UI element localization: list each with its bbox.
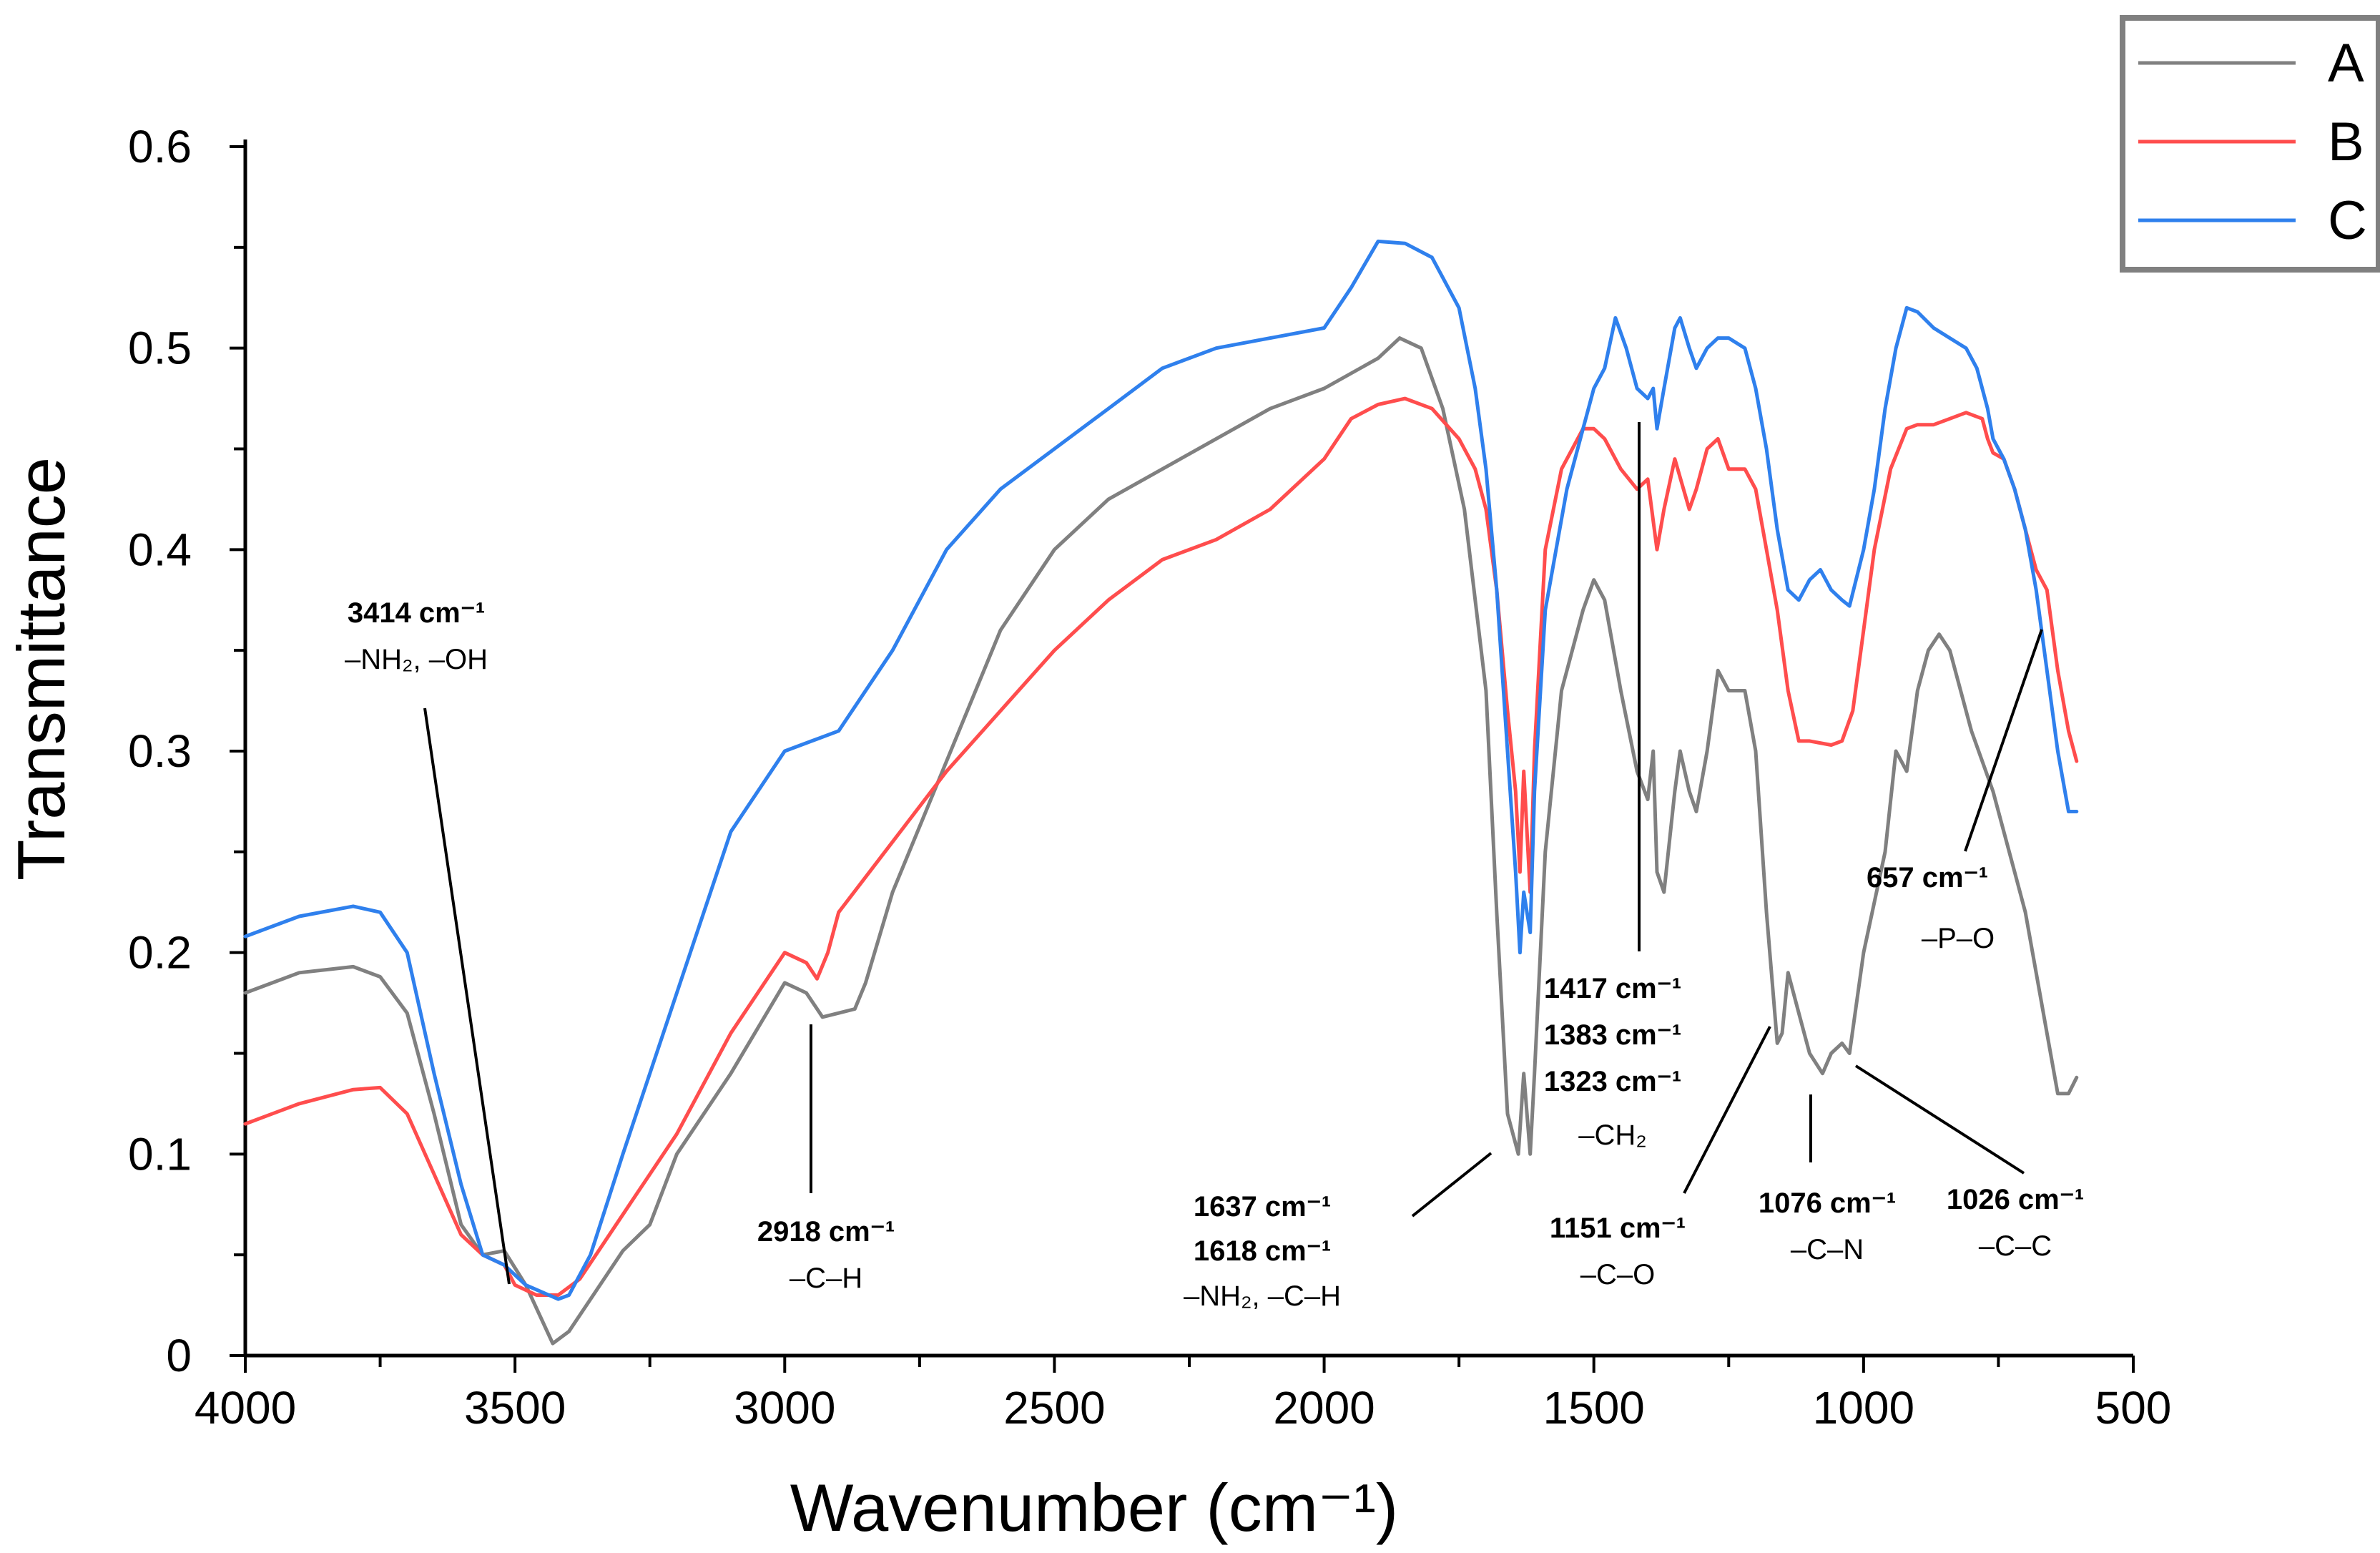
x-tick-label: 3500 xyxy=(464,1382,566,1434)
legend: A B C xyxy=(2120,15,2380,273)
annotation-1417-group: –CH₂ xyxy=(1578,1120,1647,1151)
annotation-1151-group: –C–O xyxy=(1580,1259,1656,1290)
x-tick-label: 3000 xyxy=(734,1382,835,1434)
series-line-b xyxy=(243,396,2079,1297)
y-tick-label: 0.2 xyxy=(128,927,192,979)
leader-1151 xyxy=(1683,1026,1771,1194)
annotation-1618-label: 1618 cm⁻¹ xyxy=(1194,1235,1331,1267)
annotation-1417-label: 1417 cm⁻¹ xyxy=(1544,973,1681,1004)
y-tick-label: 0.6 xyxy=(128,121,192,172)
y-tick-label: 0.1 xyxy=(128,1128,192,1180)
legend-label-b: B xyxy=(2328,112,2364,172)
y-tick-label: 0.3 xyxy=(128,725,192,777)
annotation-3414-label: 3414 cm⁻¹ xyxy=(348,597,485,629)
series-line-c xyxy=(243,239,2079,1301)
x-tick-label: 1500 xyxy=(1543,1382,1645,1434)
y-axis-title: Transmittance xyxy=(4,457,79,881)
annotation-1323-label: 1323 cm⁻¹ xyxy=(1544,1066,1681,1097)
annotation-1076-group: –C–N xyxy=(1791,1234,1864,1265)
annotation-657-group: –P–O xyxy=(1922,923,1995,954)
annotation-1637-label: 1637 cm⁻¹ xyxy=(1194,1191,1331,1223)
y-axis: 0 0.1 0.2 0.3 0.4 0.5 0.6 xyxy=(128,121,247,1381)
annotation-3414-group: –NH₂, –OH xyxy=(345,644,488,675)
leader-657 xyxy=(1964,629,2043,852)
annotation-2918-group: –C–H xyxy=(790,1263,862,1294)
y-tick-label: 0.4 xyxy=(128,524,192,575)
annotation-1026-group: –C–C xyxy=(1979,1230,2052,1262)
series-lines xyxy=(243,239,2079,1346)
annotation-1151-label: 1151 cm⁻¹ xyxy=(1550,1212,1686,1244)
y-tick-label: 0.5 xyxy=(128,323,192,374)
leader-1637 xyxy=(1411,1152,1493,1218)
legend-label-c: C xyxy=(2328,190,2367,251)
legend-box xyxy=(2120,15,2380,273)
legend-label-a: A xyxy=(2328,33,2364,94)
annotation-1637-group: –NH₂, –C–H xyxy=(1184,1280,1341,1312)
annotation-1026-label: 1026 cm⁻¹ xyxy=(1947,1184,2084,1215)
y-tick-label: 0 xyxy=(166,1330,192,1381)
x-tick-label: 1000 xyxy=(1813,1382,1914,1434)
x-tick-label: 2000 xyxy=(1273,1382,1375,1434)
leader-3414 xyxy=(423,707,511,1285)
annotation-2918-label: 2918 cm⁻¹ xyxy=(757,1216,895,1248)
annotation-labels: 3414 cm⁻¹ –NH₂, –OH 2918 cm⁻¹ –C–H 1637 … xyxy=(345,597,2084,1312)
x-tick-label: 4000 xyxy=(195,1382,296,1434)
x-tick-label: 2500 xyxy=(1003,1382,1105,1434)
series-line-a xyxy=(243,336,2079,1346)
annotation-leaders xyxy=(423,422,2043,1285)
x-axis-title: Wavenumber (cm⁻¹) xyxy=(790,1470,1398,1545)
annotation-657-label: 657 cm⁻¹ xyxy=(1867,862,1988,893)
x-tick-label: 500 xyxy=(2095,1382,2172,1434)
leader-1026 xyxy=(1854,1064,2025,1175)
annotation-1383-label: 1383 cm⁻¹ xyxy=(1544,1019,1681,1051)
x-axis: 4000 3500 3000 2500 2000 1500 1000 500 xyxy=(195,1353,2172,1434)
annotation-1076-label: 1076 cm⁻¹ xyxy=(1759,1187,1896,1219)
